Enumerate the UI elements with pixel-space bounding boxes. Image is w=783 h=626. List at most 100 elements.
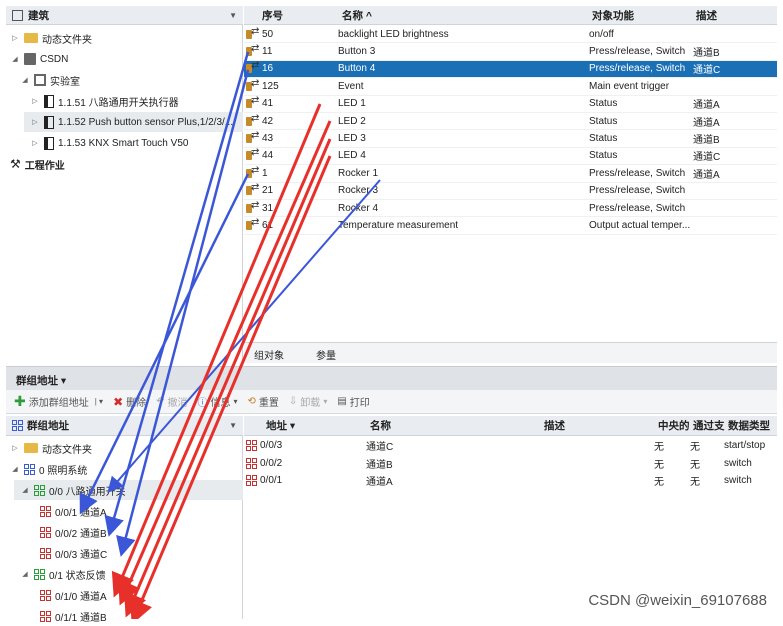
tree-device-1153[interactable]: ▷ 1.1.53 KNX Smart Touch V50 [30, 133, 188, 153]
tree-lab[interactable]: ◢ 实验室 [20, 70, 80, 90]
object-icon [246, 130, 261, 146]
object-num: 1 [262, 167, 268, 179]
group-row[interactable]: 0/0/3 通道C 无 无 start/stop [244, 437, 777, 454]
col-desc[interactable]: 描述 [696, 9, 717, 22]
tab-parameters[interactable]: 参量 [316, 351, 336, 362]
undo-icon: ↶ [156, 396, 165, 407]
room-icon [34, 74, 46, 86]
delete-icon: ✖ [113, 394, 124, 409]
object-function: Output actual temper... [589, 220, 691, 232]
tree-device-1151[interactable]: ▷ 1.1.51 八路通用开关执行器 [30, 91, 179, 111]
building-panel-header[interactable]: 建筑 ▼ [6, 6, 243, 25]
group-address-icon [12, 420, 23, 431]
object-name: Rocker 1 [338, 167, 379, 179]
object-row[interactable]: 44 LED 4 Status 通道C [244, 148, 777, 166]
group-central: 无 [654, 477, 664, 489]
group-address-003[interactable]: 0/0/3 通道C [36, 543, 107, 563]
group-pass-through: 无 [690, 459, 700, 471]
object-function: Status [589, 150, 618, 162]
group-address-002[interactable]: 0/0/2 通道B [36, 522, 107, 542]
chevron-down-icon[interactable]: ▼ [229, 10, 237, 20]
group-address-001[interactable]: 0/0/1 通道A [36, 501, 107, 521]
expand-icon[interactable]: ▷ [32, 98, 38, 105]
object-num: 44 [262, 150, 274, 162]
tree-label: 1.1.53 KNX Smart Touch V50 [58, 137, 189, 149]
col-function[interactable]: 对象功能 [592, 9, 634, 22]
group-table-panel: 地址 ▾ 名称 描述 中央的 通过支 数据类型 0/0/3 通道C 无无 start/… [244, 416, 777, 619]
info-button[interactable]: ⓘ 信息 ▾ [198, 394, 238, 409]
object-row[interactable]: 125 Event Main event trigger [244, 78, 777, 96]
group-dynamic-folder[interactable]: ▷ 动态文件夹 [10, 438, 92, 458]
group-row[interactable]: 0/0/2 通道B 无 无 switch [244, 455, 777, 472]
unload-button[interactable]: ⇩ 卸载 ▾ [288, 396, 328, 409]
object-desc: 通道C [693, 65, 721, 77]
chevron-down-icon[interactable]: ▾ [323, 397, 328, 406]
object-function: Press/release, Switch [589, 46, 686, 58]
tree-device-1152[interactable]: ▷ 1.1.52 Push button sensor Plus,1/2/3/.… [24, 112, 243, 132]
reset-icon: ⟲ [247, 396, 256, 407]
col-datatype[interactable]: 数据类型 [728, 420, 770, 432]
add-group-address-button[interactable]: ✚ 添加群组地址 | ▾ [14, 393, 104, 409]
group-name: 通道A [366, 477, 393, 489]
expand-icon[interactable]: ▷ [12, 35, 18, 42]
tab-group-objects[interactable]: 组对象 [254, 351, 284, 362]
device-icon [44, 136, 54, 150]
col-num[interactable]: 序号 [262, 9, 283, 22]
group-tree-header[interactable]: 群组地址 ▼ [6, 416, 243, 436]
object-function: Status [589, 133, 618, 145]
expand-icon[interactable]: ▷ [32, 140, 38, 147]
group-address-011[interactable]: 0/1/1 通道B [36, 606, 107, 626]
expand-icon[interactable]: ▷ [12, 445, 18, 452]
group-middle-feedback[interactable]: ◢ 0/1 状态反馈 [20, 564, 106, 584]
chevron-down-icon[interactable]: ▼ [229, 421, 237, 430]
print-button[interactable]: ▤ 打印 [337, 396, 370, 409]
object-row[interactable]: 50 backlight LED brightness on/off [244, 26, 777, 44]
object-row[interactable]: 42 LED 2 Status 通道A [244, 113, 777, 131]
reset-button[interactable]: ⟲ 重置 [247, 396, 279, 409]
group-main-lighting[interactable]: ◢ 0 照明系统 [10, 459, 87, 479]
unload-icon: ⇩ [288, 396, 298, 407]
object-row[interactable]: 31 Rocker 4 Press/release, Switch [244, 200, 777, 218]
col-central[interactable]: 中央的 [658, 420, 690, 432]
object-row[interactable]: 1 Rocker 1 Press/release, Switch 通道A [244, 165, 777, 183]
object-function: Status [589, 115, 618, 127]
group-toolbar: ✚ 添加群组地址 | ▾ ✖ 删除 ↶ 撤消 ⓘ 信息 ▾ ⟲ 重置 ⇩ 卸载 ▾ ▤ 打印 [6, 390, 777, 414]
delete-button[interactable]: ✖ 删除 [113, 394, 147, 410]
group-address-icon [246, 437, 257, 454]
tree-dynamic-folder[interactable]: ▷ 动态文件夹 [10, 28, 92, 48]
tree-project-work[interactable]: ⚒ 工程作业 [10, 154, 65, 174]
col-pass-through[interactable]: 通过支 [693, 420, 725, 432]
object-row[interactable]: 11 Button 3 Press/release, Switch 通道B [244, 43, 777, 61]
collapse-icon[interactable]: ◢ [22, 487, 28, 494]
expand-icon[interactable]: ▷ [32, 119, 38, 126]
undo-button[interactable]: ↶ 撤消 [156, 396, 188, 409]
object-row[interactable]: 43 LED 3 Status 通道B [244, 130, 777, 148]
collapse-icon[interactable]: ◢ [12, 466, 18, 473]
group-row[interactable]: 0/0/1 通道A 无 无 switch [244, 472, 777, 489]
group-address-010[interactable]: 0/1/0 通道A [36, 585, 107, 605]
col-name[interactable]: 名称 [370, 420, 391, 432]
object-function: Press/release, Switch [589, 185, 686, 197]
object-row[interactable]: 16 Button 4 Press/release, Switch 通道C [244, 60, 777, 79]
chevron-down-icon[interactable]: ▾ [233, 397, 238, 406]
group-name: 通道C [366, 442, 394, 454]
col-address[interactable]: 地址 ▾ [266, 420, 296, 432]
chevron-down-icon[interactable]: | ▾ [94, 397, 104, 406]
object-row[interactable]: 61 Temperature measurement Output actual t… [244, 217, 777, 235]
object-icon [246, 96, 261, 112]
collapse-icon[interactable]: ◢ [12, 56, 18, 63]
group-address-icon [40, 589, 51, 601]
collapse-icon[interactable]: ◢ [22, 77, 28, 84]
object-row[interactable]: 41 LED 1 Status 通道A [244, 96, 777, 113]
object-row[interactable]: 21 Rocker 3 Press/release, Switch [244, 183, 777, 200]
tree-csdn[interactable]: ◢ CSDN [10, 49, 68, 69]
group-section-title[interactable]: 群组地址 ▾ [16, 375, 67, 387]
col-desc[interactable]: 描述 [544, 420, 565, 432]
folder-icon [24, 33, 38, 43]
collapse-icon[interactable]: ◢ [22, 571, 28, 578]
group-middle-switch[interactable]: ◢ 0/0 八路通用开关 [14, 480, 243, 500]
group-address-icon [40, 505, 51, 517]
col-name[interactable]: 名称 ^ [342, 9, 373, 22]
object-icon [246, 113, 261, 129]
object-name: LED 2 [338, 115, 366, 127]
